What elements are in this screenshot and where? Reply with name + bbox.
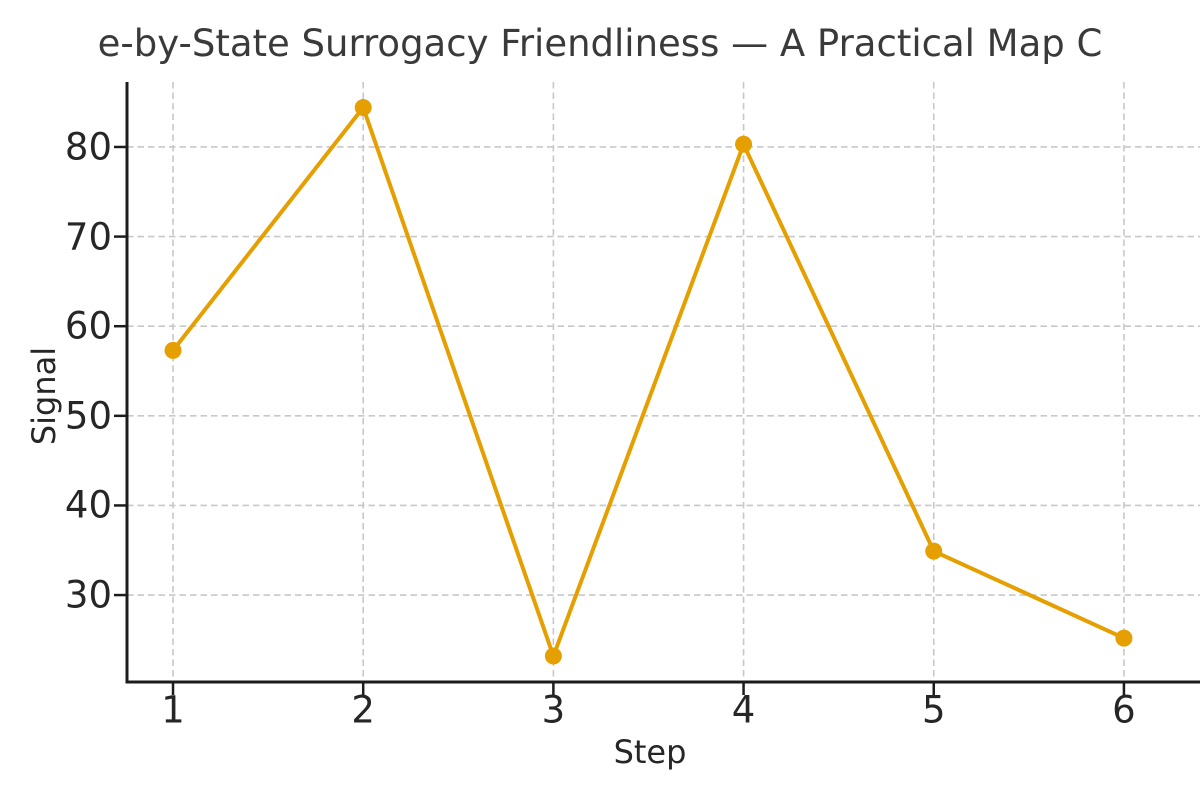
x-axis-label: Step [613, 733, 687, 771]
y-tick-label: 40 [64, 483, 112, 527]
data-point-marker [925, 542, 943, 560]
chart-title: e-by-State Surrogacy Friendliness — A Pr… [97, 22, 1103, 65]
x-tick-label: 6 [1112, 688, 1136, 732]
x-tick-label: 2 [351, 688, 375, 732]
x-tick-label: 3 [541, 688, 566, 732]
y-tick-label: 60 [64, 304, 112, 348]
x-tick-label: 1 [161, 688, 185, 732]
data-point-marker [164, 341, 182, 359]
data-point-marker [735, 135, 753, 153]
data-point-marker [544, 647, 562, 665]
axis-ticks [114, 145, 1126, 695]
x-tick-label: 5 [921, 688, 946, 732]
line-series [164, 99, 1133, 665]
series-line [171, 105, 1126, 659]
y-tick-label: 70 [64, 215, 112, 259]
y-tick-label: 50 [64, 394, 112, 438]
gridlines [127, 82, 1200, 682]
y-tick-label: 30 [64, 573, 112, 617]
x-tick-label: 4 [731, 688, 756, 732]
axes-spines [125, 82, 1200, 684]
data-point-marker [1115, 629, 1133, 647]
y-tick-label: 80 [64, 125, 112, 169]
data-point-marker [354, 99, 372, 117]
y-axis-label: Signal [25, 346, 63, 446]
